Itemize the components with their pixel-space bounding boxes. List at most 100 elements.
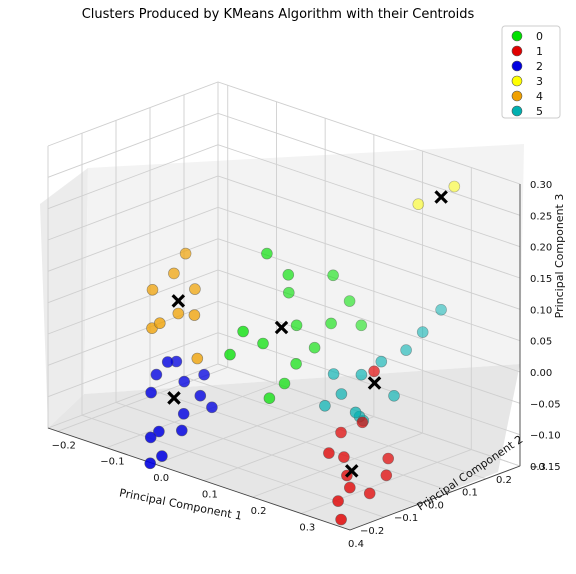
z-tick-label: 0.25 — [530, 211, 552, 222]
data-point-cluster-5 — [355, 368, 368, 381]
data-point-cluster-1 — [335, 426, 347, 439]
data-point-cluster-5 — [335, 388, 348, 400]
data-point-cluster-2 — [198, 368, 210, 381]
legend-marker-5 — [511, 105, 523, 117]
y-tick-label: 0.0 — [428, 500, 444, 511]
z-tick-label: 0.30 — [530, 180, 552, 191]
z-axis-label: Principal Component 3 — [553, 194, 566, 319]
centroid-markers — [167, 190, 448, 478]
x-tick-label: 0.2 — [251, 506, 267, 517]
data-point-cluster-4 — [154, 317, 166, 330]
centroid-marker — [274, 320, 289, 335]
data-point-cluster-2 — [206, 401, 218, 414]
data-point-cluster-5 — [416, 326, 429, 338]
gridline-z — [47, 175, 521, 279]
y-axis-line — [349, 465, 521, 531]
z-tick-label: −0.10 — [530, 431, 561, 442]
x-tick-label: 0.4 — [348, 539, 364, 550]
legend-marker-1 — [511, 45, 523, 57]
data-point-cluster-1 — [332, 495, 344, 507]
data-point-cluster-0 — [290, 319, 303, 332]
pane-left — [40, 168, 88, 428]
data-point-cluster-2 — [194, 389, 207, 402]
y-tick-label: −0.2 — [360, 526, 384, 537]
data-point-cluster-0 — [278, 377, 291, 390]
z-tick-label: 0.15 — [530, 274, 552, 285]
data-point-cluster-4 — [172, 307, 185, 320]
data-point-cluster-0 — [325, 317, 337, 330]
chart-title: Clusters Produced by KMeans Algorithm wi… — [82, 7, 475, 22]
data-point-cluster-0 — [261, 247, 273, 260]
gridline-z — [47, 81, 521, 185]
z-tick-label: 0.00 — [530, 368, 552, 379]
legend-label-3: 3 — [536, 75, 543, 88]
legend-marker-0 — [511, 30, 523, 42]
legend: 0 1 2 3 4 5 — [501, 25, 561, 119]
data-point-cluster-1 — [363, 487, 376, 500]
gridline-z — [47, 238, 521, 342]
x-tick-label: −0.1 — [100, 457, 124, 468]
x-tick-label: 0.3 — [299, 523, 315, 534]
legend-marker-3 — [511, 75, 523, 87]
legend-label-5: 5 — [536, 105, 543, 118]
legend-label-4: 4 — [536, 90, 543, 103]
z-tick-label: 0.10 — [530, 305, 552, 316]
data-point-cluster-0 — [282, 286, 295, 299]
data-point-cluster-2 — [156, 450, 168, 462]
data-point-cluster-1 — [380, 469, 393, 482]
data-point-cluster-2 — [178, 375, 190, 388]
x-axis-label: Principal Component 1 — [118, 486, 243, 523]
gridline-z — [47, 144, 521, 248]
z-tick-label: −0.05 — [530, 399, 561, 410]
legend-label-1: 1 — [536, 45, 543, 58]
data-point-cluster-4 — [191, 352, 204, 365]
data-point-cluster-0 — [257, 337, 269, 350]
data-point-cluster-3 — [448, 180, 461, 193]
data-point-cluster-2 — [153, 425, 165, 438]
x-ticks: −0.2 −0.1 0.0 0.1 0.2 0.3 0.4 — [52, 440, 364, 550]
data-points — [144, 180, 461, 526]
gridline-z — [47, 269, 521, 373]
data-point-cluster-2 — [144, 457, 156, 470]
data-point-cluster-4 — [179, 247, 192, 260]
legend-box — [501, 25, 561, 119]
data-point-cluster-3 — [412, 198, 425, 210]
data-point-cluster-2 — [161, 356, 174, 368]
data-point-cluster-2 — [144, 431, 157, 444]
x-tick-label: 0.1 — [202, 490, 218, 501]
data-point-cluster-0 — [282, 268, 295, 281]
centroid-marker — [434, 190, 448, 204]
centroid-marker — [171, 294, 186, 308]
legend-label-0: 0 — [536, 30, 543, 43]
gridline-z — [47, 363, 521, 467]
data-point-cluster-2 — [145, 386, 157, 399]
centroid-marker — [344, 464, 359, 478]
data-point-cluster-1 — [323, 447, 335, 459]
data-point-cluster-2 — [177, 407, 190, 420]
legend-marker-4 — [511, 90, 523, 102]
z-tick-label: 0.05 — [530, 337, 552, 348]
data-point-cluster-5 — [349, 406, 362, 419]
x-tick-label: 0.0 — [153, 473, 169, 484]
pane-floor — [48, 364, 520, 530]
axes-panes — [40, 144, 524, 530]
gridline-z — [47, 206, 521, 310]
data-point-cluster-0 — [343, 295, 356, 307]
y-tick-label: 0.3 — [530, 462, 546, 473]
gridline-z — [47, 112, 521, 216]
data-point-cluster-0 — [237, 325, 249, 338]
data-point-cluster-4 — [168, 267, 180, 280]
data-point-cluster-4 — [189, 283, 201, 295]
z-tick-label: −0.15 — [530, 462, 561, 473]
data-point-cluster-1 — [356, 416, 369, 429]
data-point-cluster-5 — [375, 355, 388, 368]
data-point-cluster-0 — [263, 392, 276, 405]
y-ticks: −0.2 −0.1 0.0 0.1 0.2 0.3 — [360, 462, 546, 537]
data-point-cluster-4 — [188, 309, 201, 321]
y-tick-label: 0.1 — [462, 488, 478, 499]
data-point-cluster-2 — [150, 368, 163, 381]
data-point-cluster-5 — [388, 389, 400, 402]
x-axis-line — [47, 427, 351, 531]
data-point-cluster-1 — [368, 365, 380, 378]
